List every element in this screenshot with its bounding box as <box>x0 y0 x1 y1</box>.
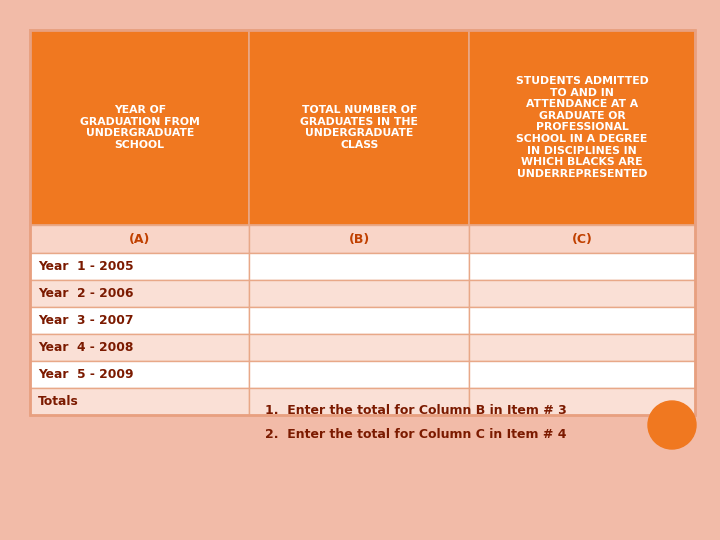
Text: 1.  Enter the total for Column B in Item # 3: 1. Enter the total for Column B in Item … <box>265 403 567 416</box>
Text: TOTAL NUMBER OF
GRADUATES IN THE
UNDERGRADUATE
CLASS: TOTAL NUMBER OF GRADUATES IN THE UNDERGR… <box>300 105 418 150</box>
Circle shape <box>648 401 696 449</box>
Text: Year  4 - 2008: Year 4 - 2008 <box>38 341 133 354</box>
Bar <box>469 280 695 307</box>
Text: Year  2 - 2006: Year 2 - 2006 <box>38 287 133 300</box>
Bar <box>30 388 249 415</box>
Bar <box>469 334 695 361</box>
Bar <box>469 361 695 388</box>
Text: Year  5 - 2009: Year 5 - 2009 <box>38 368 133 381</box>
Bar <box>249 30 469 225</box>
Bar <box>249 307 469 334</box>
Text: Year  1 - 2005: Year 1 - 2005 <box>38 260 134 273</box>
Text: (C): (C) <box>572 233 593 246</box>
Bar <box>30 307 249 334</box>
Text: STUDENTS ADMITTED
TO AND IN
ATTENDANCE AT A
GRADUATE OR
PROFESSIONAL
SCHOOL IN A: STUDENTS ADMITTED TO AND IN ATTENDANCE A… <box>516 76 648 179</box>
Bar <box>249 280 469 307</box>
Bar <box>30 30 695 415</box>
Bar <box>469 225 695 253</box>
Bar <box>249 361 469 388</box>
Text: YEAR OF
GRADUATION FROM
UNDERGRADUATE
SCHOOL: YEAR OF GRADUATION FROM UNDERGRADUATE SC… <box>80 105 199 150</box>
Bar <box>469 253 695 280</box>
Bar <box>469 30 695 225</box>
Bar <box>30 225 249 253</box>
Bar <box>249 334 469 361</box>
Bar <box>30 361 249 388</box>
Text: (A): (A) <box>129 233 150 246</box>
Text: (B): (B) <box>348 233 370 246</box>
Bar <box>30 30 249 225</box>
Bar <box>30 280 249 307</box>
Bar <box>249 388 469 415</box>
Text: Year  3 - 2007: Year 3 - 2007 <box>38 314 133 327</box>
Bar <box>249 253 469 280</box>
Bar <box>30 175 695 365</box>
Bar <box>30 334 249 361</box>
Text: 2.  Enter the total for Column C in Item # 4: 2. Enter the total for Column C in Item … <box>265 429 567 442</box>
Bar <box>469 388 695 415</box>
Text: Totals: Totals <box>38 395 78 408</box>
Bar <box>469 307 695 334</box>
Bar <box>30 253 249 280</box>
Bar <box>249 225 469 253</box>
